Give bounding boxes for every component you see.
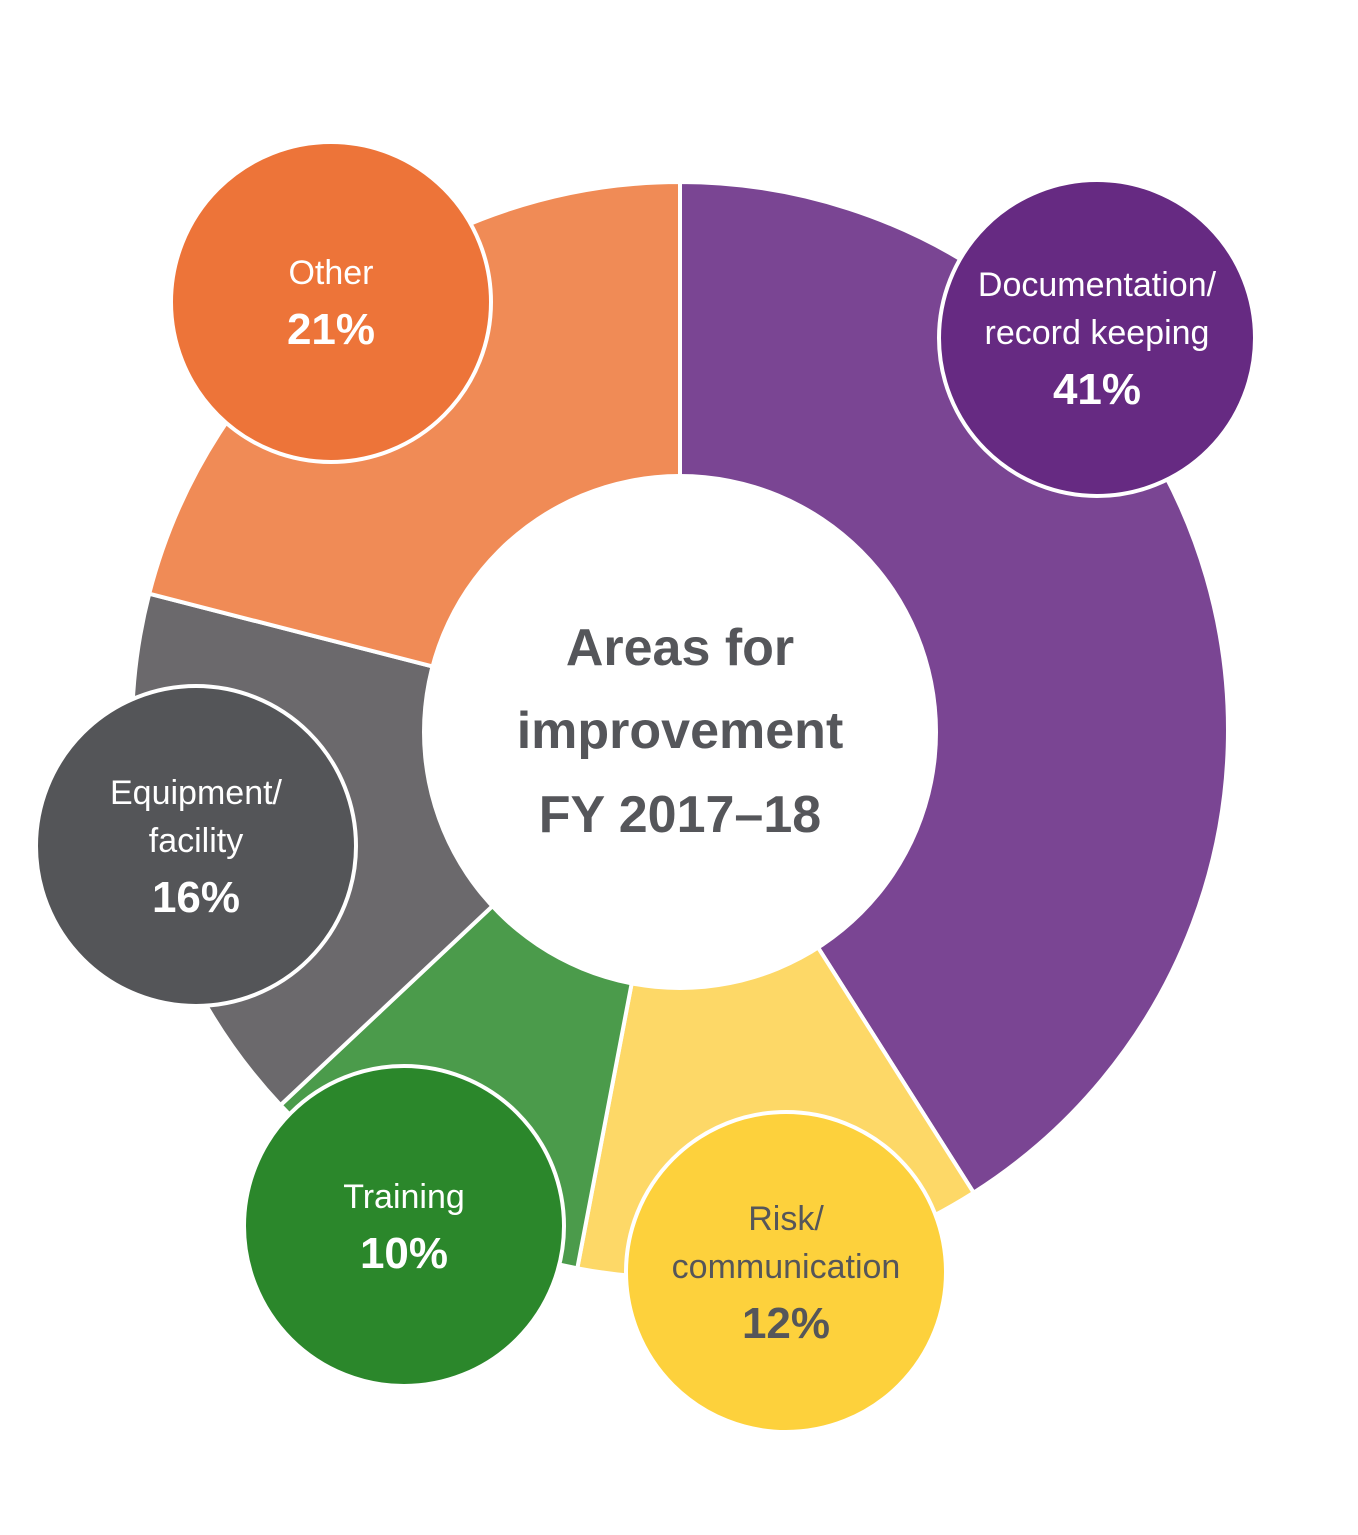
label-other-value: 21% (286, 305, 376, 355)
label-equipment-line2: facility (148, 822, 244, 860)
label-risk-value: 12% (741, 1299, 831, 1349)
label-documentation-value: 41% (1052, 365, 1142, 415)
label-other-line1: Other (288, 253, 374, 292)
label-documentation-line1: Documentation/ (977, 265, 1217, 304)
label-risk: Risk/ communication 12% (624, 1110, 948, 1434)
label-equipment-value: 16% (151, 873, 241, 923)
title-line-3: FY 2017–18 (538, 785, 822, 844)
label-training-value: 10% (359, 1229, 449, 1279)
label-equipment-line1: Equipment/ (110, 773, 282, 812)
donut-hole (422, 474, 938, 990)
chart-title: Areas for improvement FY 2017–18 (422, 474, 938, 990)
label-documentation-line2: record keeping (984, 314, 1210, 352)
label-equipment: Equipment/ facility 16% (34, 684, 358, 1008)
title-line-1: Areas for (565, 619, 795, 678)
label-risk-line2: communication (671, 1248, 901, 1286)
label-documentation: Documentation/ record keeping 41% (937, 178, 1257, 498)
label-training-line1: Training (343, 1177, 465, 1216)
title-line-2: improvement (516, 702, 844, 761)
label-risk-line1: Risk/ (748, 1199, 824, 1238)
label-training: Training 10% (242, 1064, 566, 1388)
label-other: Other 21% (169, 140, 493, 464)
